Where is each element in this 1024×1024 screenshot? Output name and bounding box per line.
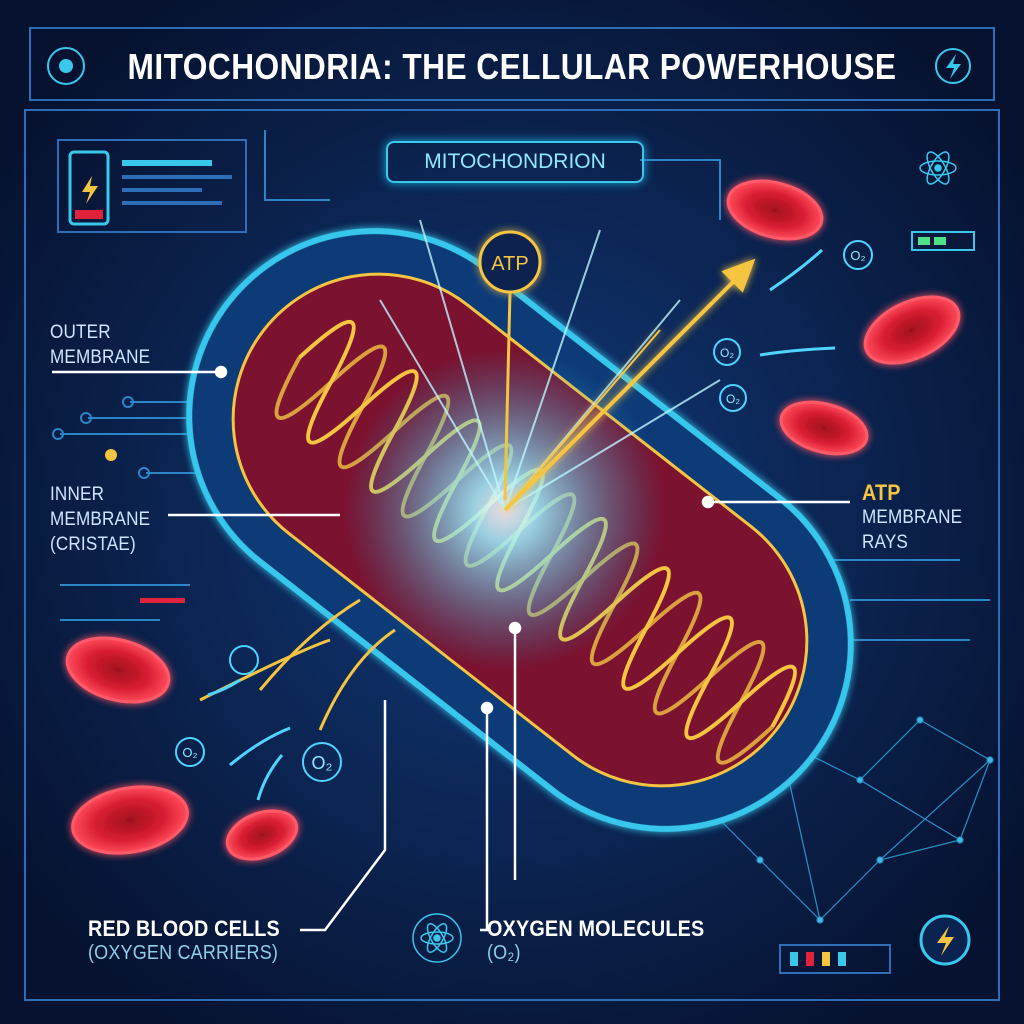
label-line: RAYS [862,532,909,553]
flow-arrows [207,248,836,801]
o2-text: O₂ [312,753,333,773]
o2-text: O₂ [726,392,740,406]
label-line: MEMBRANE [50,509,151,530]
label-line: OXYGEN MOLECULES [487,916,705,941]
status-bars [779,231,975,974]
label-line: (O₂) [487,942,521,964]
red-blood-cells [65,179,961,861]
label-line: (OXYGEN CARRIERS) [88,942,279,964]
red-blood-cells-label: RED BLOOD CELLS (OXYGEN CARRIERS) [88,916,280,966]
leader-lines [52,365,850,932]
label-line: OUTER [50,322,111,343]
dot [105,449,117,461]
page-title: MITOCHONDRIA: THE CELLULAR POWERHOUSE [127,46,897,87]
label-line: (CRISTAE) [50,534,136,555]
atom-icon [412,913,462,963]
lightning-icon [919,914,971,966]
oxygen-molecules [175,240,873,782]
label-line: RED BLOOD CELLS [88,916,280,941]
main-frame [24,109,1000,1001]
status-bar [140,598,185,603]
label-line: ATP [862,480,901,505]
atom-icon [919,151,957,185]
atp-arrows [503,258,756,512]
label-line: INNER [50,484,105,505]
network-icon [47,47,85,85]
battery-icon [57,139,247,233]
title-frame [29,27,995,101]
label-line: MEMBRANE [50,347,151,368]
atp-pointer [503,291,512,501]
mitochondrion-label: MITOCHONDRION [386,141,644,183]
oxygen-molecules-label: OXYGEN MOLECULES (O₂) [487,916,704,966]
o2-text: O₂ [182,745,197,760]
atp-badge [478,230,542,294]
energy-rays [379,219,721,511]
outer-membrane-label: OUTER MEMBRANE [50,320,150,370]
atp-badge-text: ATP [491,253,528,275]
o2-text: O₂ [720,346,734,360]
label-line: MEMBRANE [862,507,963,528]
lightning-icon [935,48,971,84]
atp-rays-label: ATP MEMBRANE RAYS [862,480,962,555]
inner-membrane-label: INNER MEMBRANE (CRISTAE) [50,482,150,557]
o2-text: O₂ [850,248,865,263]
